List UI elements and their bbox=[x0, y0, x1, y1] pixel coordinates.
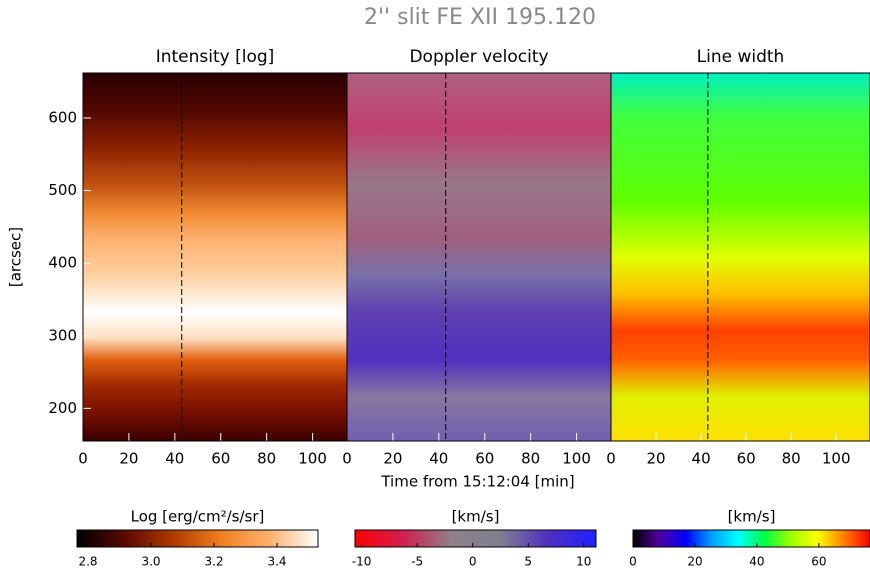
x-tick-label: 20 bbox=[383, 450, 402, 468]
colorbar-label: Log [erg/cm²/s/sr] bbox=[131, 508, 265, 526]
y-tick-label: 600 bbox=[48, 109, 77, 127]
colorbar-tick-label: 0 bbox=[469, 555, 477, 569]
image-panel bbox=[611, 73, 870, 441]
image-panel bbox=[347, 73, 611, 441]
x-tick-label: 40 bbox=[429, 450, 448, 468]
colorbar-tick-label: 3.4 bbox=[267, 555, 286, 569]
panel-title: Doppler velocity bbox=[409, 47, 548, 67]
colorbar-tick-label: 3.0 bbox=[141, 555, 160, 569]
figure-title: 2'' slit FE XII 195.120 bbox=[364, 5, 596, 30]
colorbar-tick-label: 2.8 bbox=[78, 555, 97, 569]
colorbar-tick-label: 60 bbox=[811, 555, 826, 569]
panel-title: Line width bbox=[697, 47, 785, 67]
image-panel bbox=[83, 73, 347, 441]
x-axis-label: Time from 15:12:04 [min] bbox=[380, 473, 574, 491]
colorbar-tick-label: 10 bbox=[576, 555, 591, 569]
panel-title: Intensity [log] bbox=[156, 47, 275, 67]
colorbar-tick-label: 0 bbox=[629, 555, 637, 569]
x-tick-label: 80 bbox=[257, 450, 276, 468]
x-tick-label: 0 bbox=[342, 450, 352, 468]
x-tick-label: 0 bbox=[78, 450, 88, 468]
panel-frame bbox=[610, 72, 870, 442]
x-tick-label: 80 bbox=[521, 450, 540, 468]
x-tick-label: 20 bbox=[646, 450, 665, 468]
x-tick-label: 80 bbox=[782, 450, 801, 468]
colorbar bbox=[632, 529, 870, 548]
colorbar-label: [km/s] bbox=[452, 508, 500, 526]
colorbar-tick-label: 5 bbox=[524, 555, 532, 569]
colorbar-tick-label: 40 bbox=[749, 555, 764, 569]
x-tick-label: 0 bbox=[606, 450, 616, 468]
x-tick-label: 20 bbox=[119, 450, 138, 468]
y-tick-label: 300 bbox=[48, 326, 77, 344]
x-tick-label: 100 bbox=[822, 450, 851, 468]
colorbar bbox=[76, 529, 319, 548]
x-tick-label: 60 bbox=[211, 450, 230, 468]
colorbar-tick-label: 20 bbox=[687, 555, 702, 569]
y-tick-label: 400 bbox=[48, 254, 77, 272]
x-tick-label: 40 bbox=[692, 450, 711, 468]
x-tick-label: 60 bbox=[737, 450, 756, 468]
colorbar-tick-label: -5 bbox=[411, 555, 423, 569]
x-tick-label: 100 bbox=[298, 450, 327, 468]
colorbar-tick-label: 3.2 bbox=[204, 555, 223, 569]
colorbar-label: [km/s] bbox=[728, 508, 776, 526]
y-axis-label: [arcsec] bbox=[7, 227, 25, 287]
colorbar bbox=[354, 529, 597, 548]
x-tick-label: 60 bbox=[475, 450, 494, 468]
x-tick-label: 40 bbox=[165, 450, 184, 468]
x-tick-label: 100 bbox=[562, 450, 591, 468]
y-tick-label: 200 bbox=[48, 399, 77, 417]
y-tick-label: 500 bbox=[48, 181, 77, 199]
colorbar-tick-label: -10 bbox=[352, 555, 372, 569]
